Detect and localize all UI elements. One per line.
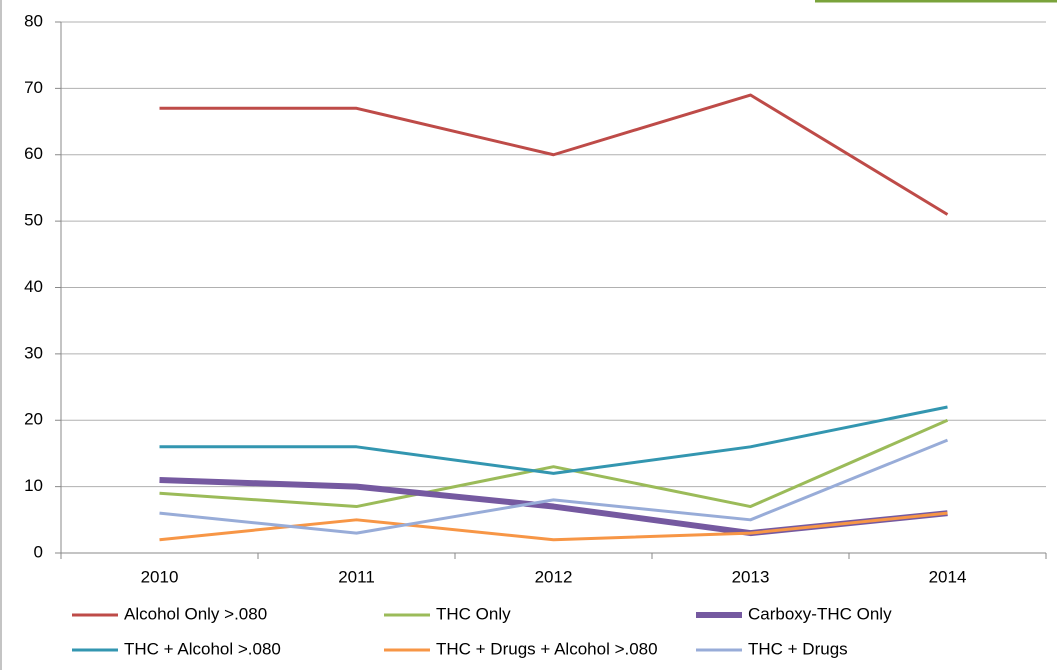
y-tick-label: 20 bbox=[24, 410, 43, 429]
y-tick-label: 0 bbox=[34, 542, 43, 561]
x-tick-label: 2013 bbox=[732, 567, 770, 586]
x-tick-label: 2014 bbox=[929, 567, 967, 586]
legend-label: THC + Drugs + Alcohol >.080 bbox=[436, 639, 658, 658]
series-line bbox=[159, 438, 949, 535]
legend-label: Alcohol Only >.080 bbox=[124, 604, 267, 623]
series-line bbox=[159, 93, 949, 216]
series-line bbox=[159, 418, 949, 509]
series-line bbox=[159, 405, 948, 475]
y-tick-label: 40 bbox=[24, 277, 43, 296]
y-tick-label: 80 bbox=[24, 11, 43, 30]
legend-label: Carboxy-THC Only bbox=[748, 604, 892, 623]
x-tick-label: 2012 bbox=[535, 567, 573, 586]
x-tick-label: 2010 bbox=[141, 567, 179, 586]
legend-label: THC + Alcohol >.080 bbox=[124, 639, 281, 658]
y-tick-label: 50 bbox=[24, 211, 43, 230]
x-tick-label: 2011 bbox=[338, 567, 375, 586]
y-tick-label: 30 bbox=[24, 343, 43, 362]
y-tick-label: 70 bbox=[24, 78, 43, 97]
y-tick-label: 60 bbox=[24, 144, 43, 163]
legend-label: THC + Drugs bbox=[748, 639, 848, 658]
y-tick-label: 10 bbox=[24, 476, 43, 495]
legend-label: THC Only bbox=[436, 604, 511, 623]
